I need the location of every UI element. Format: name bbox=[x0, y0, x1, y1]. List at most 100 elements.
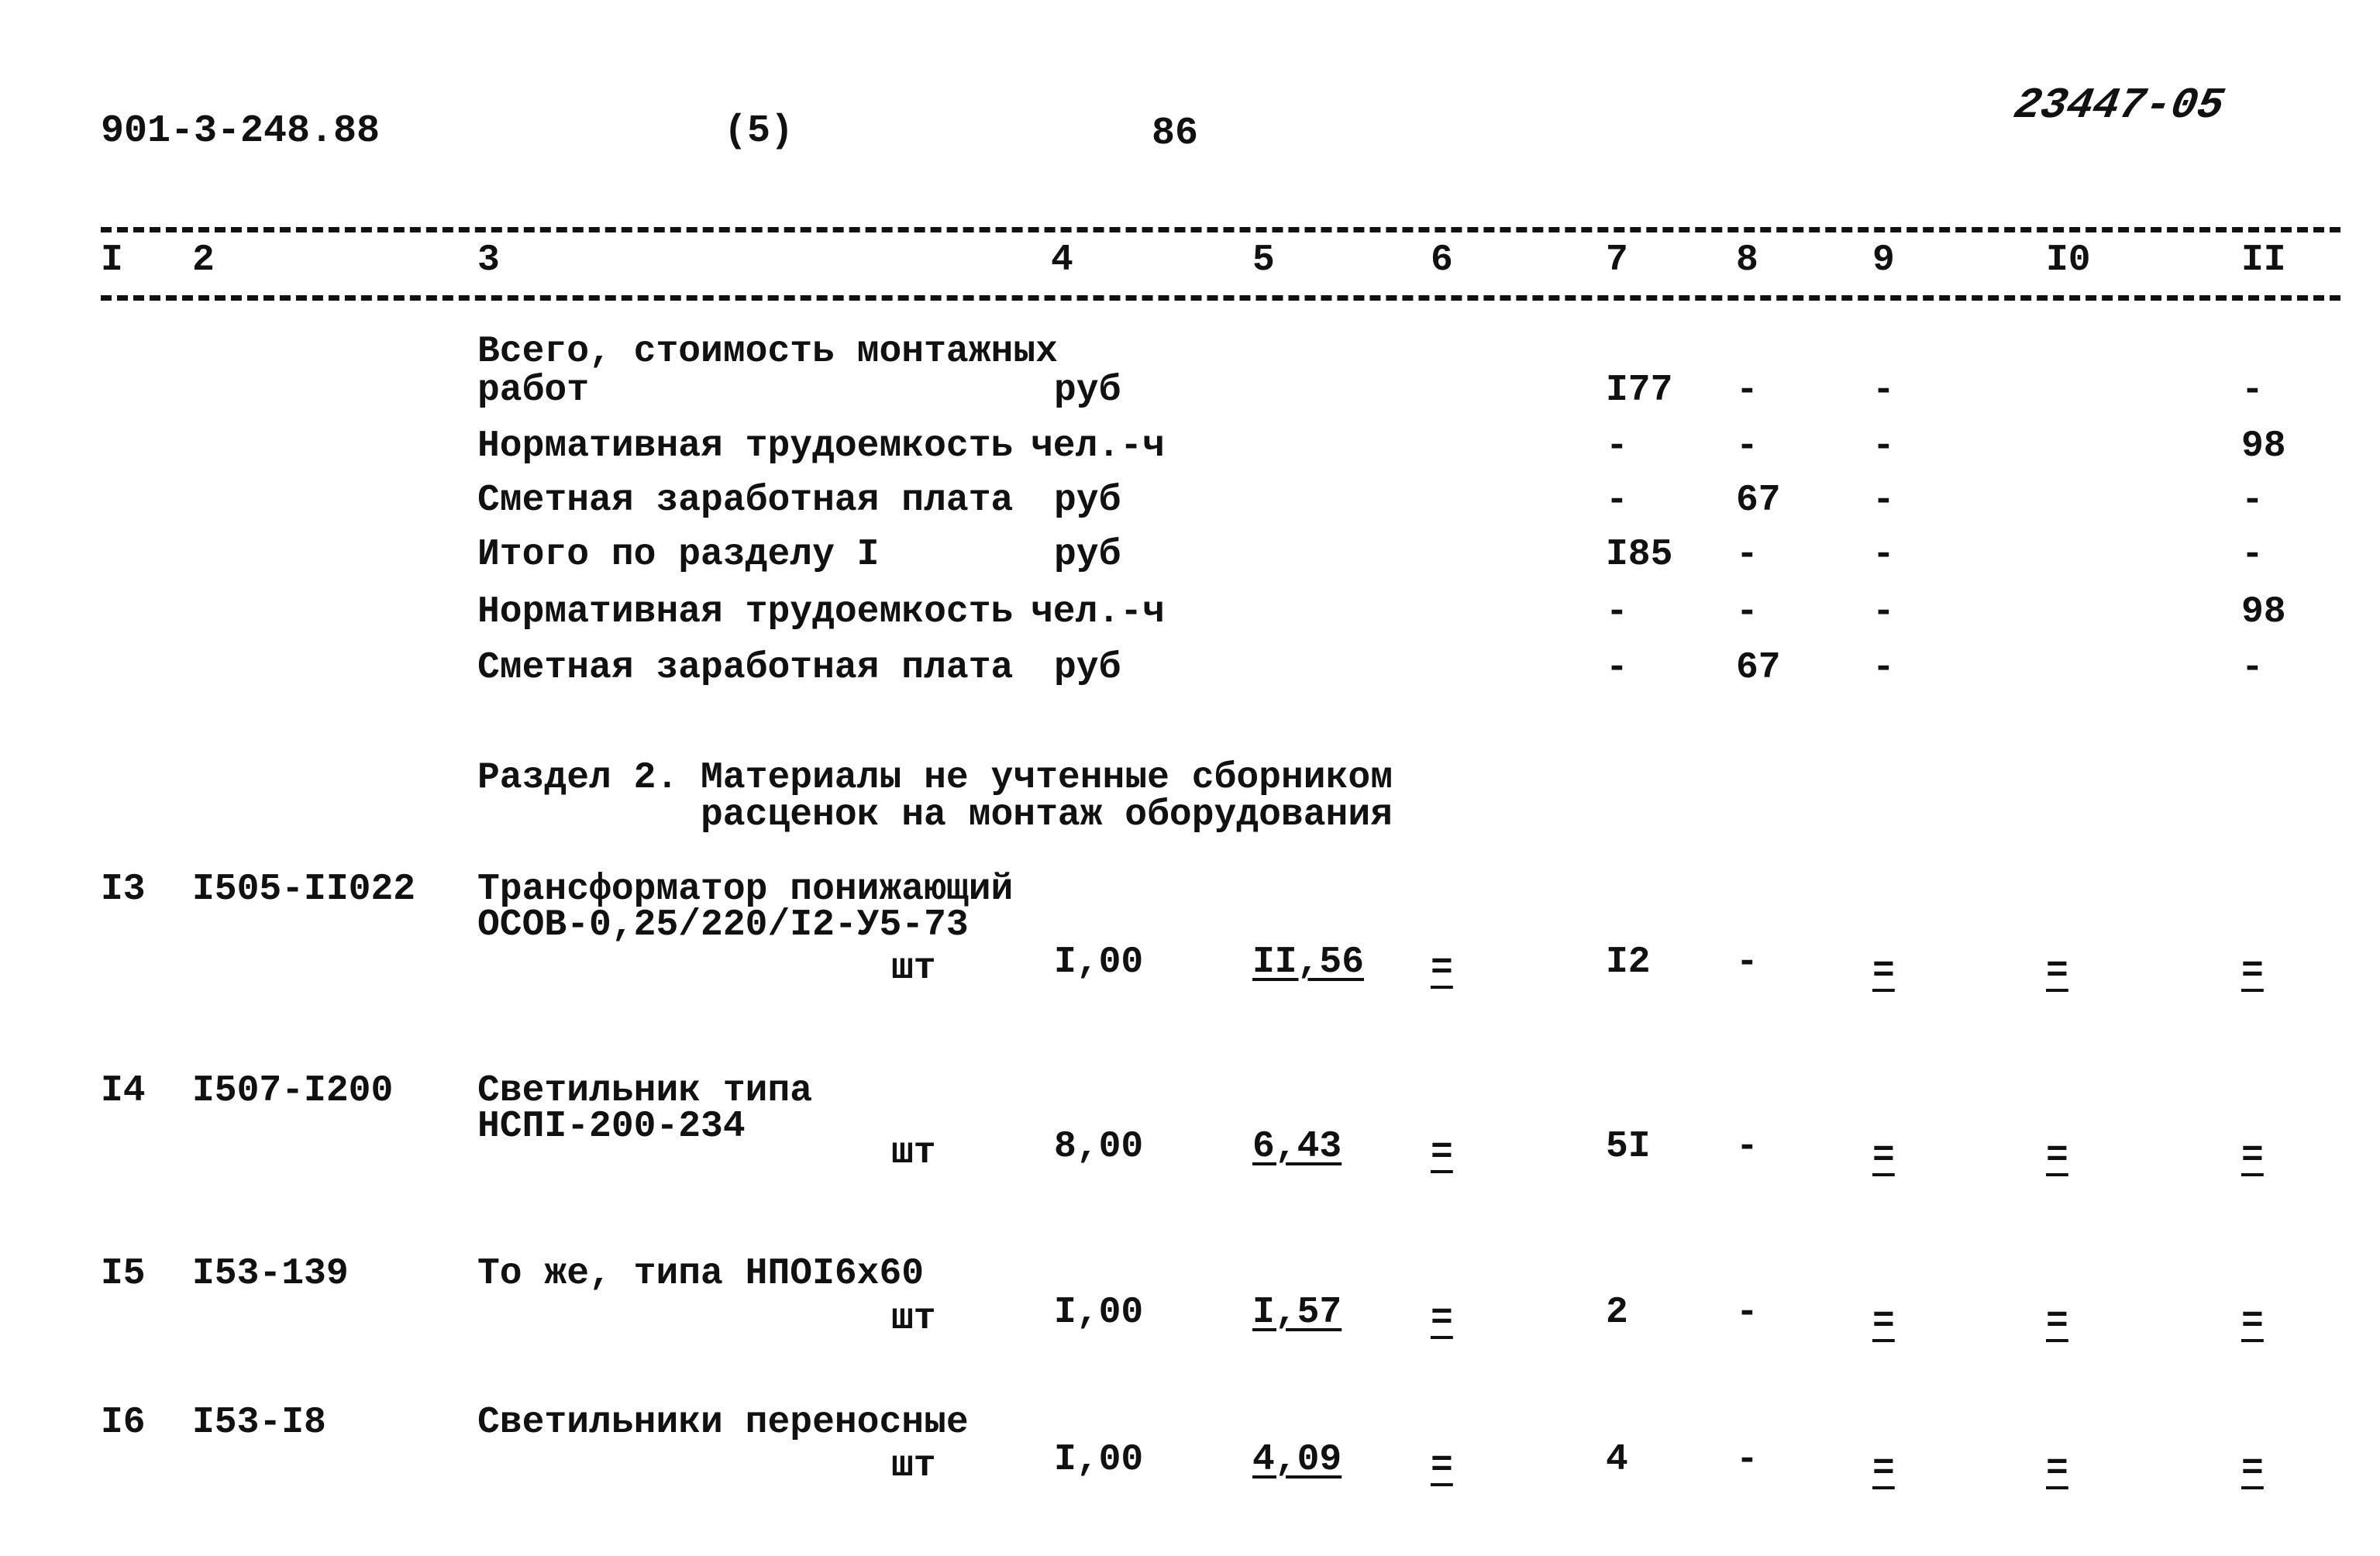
dashed-rule-top bbox=[101, 227, 2340, 232]
summary-unit: чел.-ч bbox=[1031, 425, 1165, 467]
summary-col9: - bbox=[1872, 591, 1895, 633]
ditto-mark: = bbox=[1872, 1135, 1895, 1177]
column-header: I0 bbox=[2046, 239, 2091, 281]
item-price: 4,09 bbox=[1252, 1439, 1342, 1481]
ditto-mark: = bbox=[2241, 951, 2264, 993]
summary-col7: I85 bbox=[1606, 534, 1673, 576]
section-title: Раздел 2. Материалы не учтенные сборнико… bbox=[477, 757, 1393, 799]
page-number: 86 bbox=[1152, 112, 1199, 156]
ditto-mark: = bbox=[2046, 1448, 2068, 1490]
item-code: I53-I8 bbox=[192, 1402, 326, 1444]
summary-col9: - bbox=[1872, 425, 1895, 467]
item-code: I53-139 bbox=[192, 1253, 349, 1295]
item-col7: I2 bbox=[1606, 942, 1651, 983]
item-number: I4 bbox=[101, 1070, 146, 1112]
item-description: Трансформатор понижающий bbox=[477, 869, 1014, 911]
item-col8: - bbox=[1736, 942, 1758, 983]
summary-label: Сметная заработная плата bbox=[477, 480, 1014, 522]
item-description: То же, типа НПОI6х60 bbox=[477, 1253, 925, 1295]
ditto-mark: = bbox=[1431, 948, 1453, 990]
summary-label: Нормативная трудоемкость bbox=[477, 425, 1014, 467]
summary-col8: 67 bbox=[1736, 647, 1781, 689]
column-header: 4 bbox=[1051, 239, 1073, 281]
summary-col11: - bbox=[2241, 647, 2264, 689]
summary-unit: руб bbox=[1054, 480, 1121, 522]
summary-col9: - bbox=[1872, 534, 1895, 576]
item-col8: - bbox=[1736, 1439, 1758, 1481]
column-header: 3 bbox=[477, 239, 500, 281]
summary-col7: - bbox=[1606, 480, 1628, 522]
item-code: I505-II022 bbox=[192, 869, 416, 911]
summary-label: Нормативная трудоемкость bbox=[477, 591, 1014, 633]
item-number: I5 bbox=[101, 1253, 146, 1295]
ditto-mark: = bbox=[1431, 1298, 1453, 1340]
item-unit: шт bbox=[891, 1132, 936, 1174]
item-number: I6 bbox=[101, 1402, 146, 1444]
doc-number: 901-3-248.88 bbox=[101, 109, 381, 153]
item-quantity: I,00 bbox=[1054, 1439, 1144, 1481]
ditto-mark: = bbox=[1431, 1132, 1453, 1174]
ditto-mark: = bbox=[2241, 1301, 2264, 1343]
summary-col7: - bbox=[1606, 591, 1628, 633]
column-header: I bbox=[101, 239, 123, 281]
item-description: Светильники переносные bbox=[477, 1402, 969, 1444]
item-number: I3 bbox=[101, 869, 146, 911]
item-unit: шт bbox=[891, 1445, 936, 1487]
ditto-mark: = bbox=[1872, 951, 1895, 993]
summary-col8: - bbox=[1736, 370, 1758, 411]
column-header: 9 bbox=[1872, 239, 1895, 281]
summary-label: Итого по разделу I bbox=[477, 534, 880, 576]
summary-col9: - bbox=[1872, 480, 1895, 522]
section-title-line2: расценок на монтаж оборудования bbox=[701, 794, 1393, 836]
part-number: (5) bbox=[724, 109, 794, 153]
column-header: 2 bbox=[192, 239, 215, 281]
column-header: 6 bbox=[1431, 239, 1453, 281]
item-unit: шт bbox=[891, 948, 936, 990]
summary-col9: - bbox=[1872, 647, 1895, 689]
item-quantity: 8,00 bbox=[1054, 1126, 1144, 1168]
summary-col8: - bbox=[1736, 425, 1758, 467]
item-code: I507-I200 bbox=[192, 1070, 394, 1112]
column-header: 5 bbox=[1252, 239, 1275, 281]
summary-col8: - bbox=[1736, 534, 1758, 576]
column-header: 7 bbox=[1606, 239, 1628, 281]
column-header: 8 bbox=[1736, 239, 1758, 281]
summary-col9: - bbox=[1872, 370, 1895, 411]
item-quantity: I,00 bbox=[1054, 942, 1144, 983]
item-unit: шт bbox=[891, 1298, 936, 1340]
item-price: II,56 bbox=[1252, 942, 1365, 983]
summary-col11: 98 bbox=[2241, 591, 2286, 633]
item-col8: - bbox=[1736, 1126, 1758, 1168]
summary-col8: - bbox=[1736, 591, 1758, 633]
summary-unit: руб bbox=[1054, 534, 1121, 576]
ditto-mark: = bbox=[1872, 1301, 1895, 1343]
summary-col11: - bbox=[2241, 370, 2264, 411]
summary-label: Всего, стоимость монтажных bbox=[477, 331, 1058, 373]
ditto-mark: = bbox=[2046, 1135, 2068, 1177]
archive-code: 23447-05 bbox=[2010, 81, 2228, 130]
ditto-mark: = bbox=[2046, 951, 2068, 993]
ditto-mark: = bbox=[2241, 1135, 2264, 1177]
summary-col7: I77 bbox=[1606, 370, 1673, 411]
summary-col11: - bbox=[2241, 480, 2264, 522]
item-col7: 2 bbox=[1606, 1292, 1628, 1334]
item-description-line2: НСПI-200-234 bbox=[477, 1106, 746, 1148]
item-quantity: I,00 bbox=[1054, 1292, 1144, 1334]
item-col7: 4 bbox=[1606, 1439, 1628, 1481]
summary-label: работ bbox=[477, 370, 590, 411]
column-header: II bbox=[2241, 239, 2286, 281]
ditto-mark: = bbox=[1431, 1445, 1453, 1487]
ditto-mark: = bbox=[2241, 1448, 2264, 1490]
ditto-mark: = bbox=[1872, 1448, 1895, 1490]
summary-col7: - bbox=[1606, 647, 1628, 689]
item-price: 6,43 bbox=[1252, 1126, 1342, 1168]
summary-label: Сметная заработная плата bbox=[477, 647, 1014, 689]
item-description: Светильник типа bbox=[477, 1070, 813, 1112]
summary-col11: 98 bbox=[2241, 425, 2286, 467]
summary-unit: руб bbox=[1054, 647, 1121, 689]
ditto-mark: = bbox=[2046, 1301, 2068, 1343]
summary-unit: руб bbox=[1054, 370, 1121, 411]
item-price: I,57 bbox=[1252, 1292, 1342, 1334]
dashed-rule-bottom bbox=[101, 295, 2340, 301]
summary-col11: - bbox=[2241, 534, 2264, 576]
